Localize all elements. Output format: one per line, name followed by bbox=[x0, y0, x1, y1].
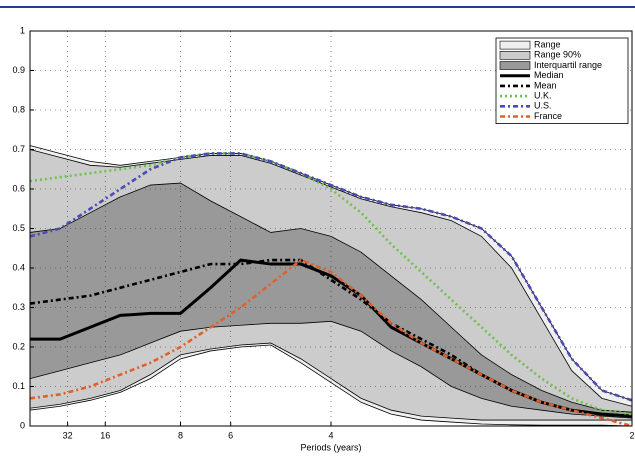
legend-label: Range bbox=[534, 39, 561, 49]
legend-swatch bbox=[499, 40, 531, 50]
series-line bbox=[30, 258, 633, 418]
y-tick-label: 0.6 bbox=[12, 183, 25, 193]
y-tick-label: 0 bbox=[20, 420, 25, 430]
legend-label: Interquartil range bbox=[534, 60, 602, 70]
series-line bbox=[29, 152, 633, 402]
series-line bbox=[29, 152, 633, 416]
series-line bbox=[29, 258, 633, 428]
x-tick-label: 16 bbox=[100, 430, 110, 440]
x-tick-label: 6 bbox=[228, 430, 233, 440]
x-axis-label: Periods (years) bbox=[300, 442, 361, 452]
plot-area bbox=[29, 30, 633, 428]
y-tick-label: 0.3 bbox=[12, 302, 25, 312]
legend-swatch bbox=[499, 61, 531, 70]
legend-label: U.K. bbox=[534, 90, 552, 100]
x-tick-label: 8 bbox=[178, 430, 183, 440]
y-tick-label: 0.9 bbox=[12, 65, 25, 75]
x-tick-label: 2 bbox=[629, 430, 634, 440]
legend-label: Median bbox=[534, 70, 564, 80]
legend-label: Mean bbox=[534, 80, 557, 90]
x-tick-label: 32 bbox=[63, 430, 73, 440]
legend-box bbox=[495, 37, 629, 124]
y-tick-label: 0.7 bbox=[12, 144, 25, 154]
y-tick-label: 0.8 bbox=[12, 104, 25, 114]
legend-label: Range 90% bbox=[534, 50, 581, 60]
y-tick-label: 0.5 bbox=[12, 223, 25, 233]
y-tick-label: 0.1 bbox=[12, 381, 25, 391]
legend-label: U.S. bbox=[534, 101, 552, 111]
legend-swatch bbox=[499, 50, 531, 60]
legend-label: France bbox=[534, 111, 562, 121]
y-tick-label: 1 bbox=[20, 25, 25, 35]
x-tick-label: 4 bbox=[328, 430, 333, 440]
y-tick-label: 0.4 bbox=[12, 262, 25, 272]
y-tick-label: 0.2 bbox=[12, 341, 25, 351]
